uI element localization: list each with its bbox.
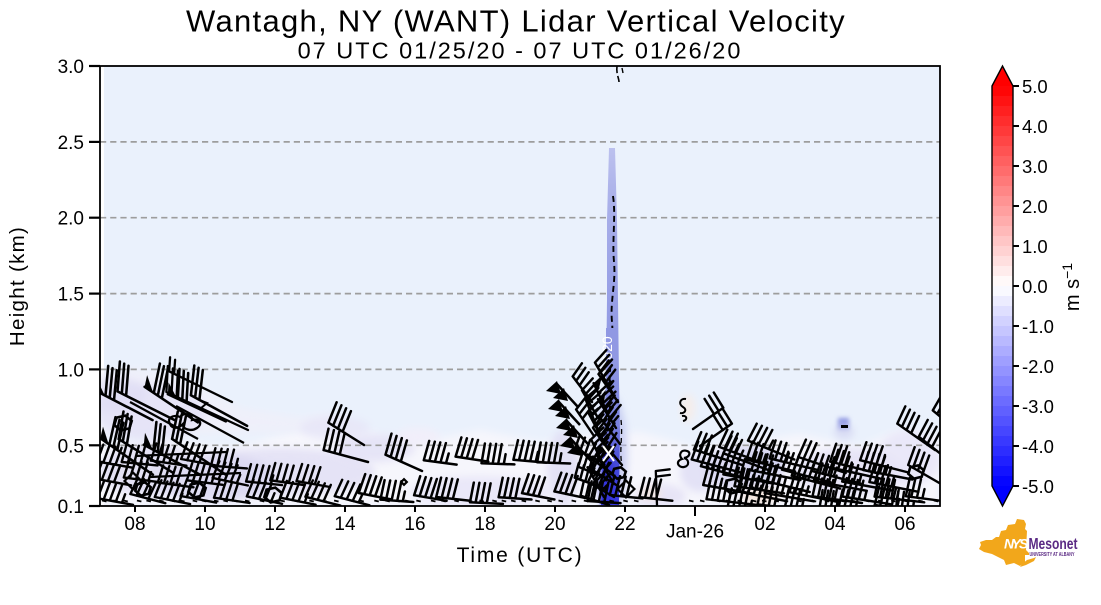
svg-text:UNIVERSITY AT ALBANY: UNIVERSITY AT ALBANY: [1030, 552, 1075, 558]
svg-text:-4.0: -4.0: [1022, 436, 1054, 457]
svg-text:14: 14: [334, 514, 356, 535]
svg-text:2.5: 2.5: [58, 133, 84, 154]
svg-text:-2.0: -2.0: [1022, 356, 1054, 377]
svg-text:Jan-26: Jan-26: [666, 522, 724, 543]
svg-text:22: 22: [614, 514, 635, 535]
svg-text:12: 12: [264, 514, 285, 535]
svg-text:2.0: 2.0: [58, 209, 84, 230]
svg-text:0.1: 0.1: [58, 497, 84, 518]
svg-text:3.0: 3.0: [58, 57, 84, 78]
svg-text:0.5: 0.5: [58, 436, 84, 457]
svg-text:S: S: [1019, 536, 1029, 552]
svg-text:10: 10: [194, 514, 215, 535]
svg-text:-5.0: -5.0: [1022, 476, 1054, 497]
svg-text:Y: Y: [1012, 536, 1023, 552]
svg-text:1.5: 1.5: [58, 285, 84, 306]
svg-text:2.0: 2.0: [1022, 196, 1048, 217]
svg-text:08: 08: [124, 514, 145, 535]
svg-text:3.0: 3.0: [1022, 156, 1048, 177]
svg-text:16: 16: [404, 514, 425, 535]
svg-text:4.0: 4.0: [1022, 116, 1048, 137]
svg-text:-1.0: -1.0: [1022, 316, 1054, 337]
svg-text:Time (UTC): Time (UTC): [457, 544, 584, 567]
svg-text:0.0: 0.0: [1022, 276, 1048, 297]
svg-text:04: 04: [824, 514, 846, 535]
svg-text:-3.0: -3.0: [1022, 396, 1054, 417]
svg-text:N: N: [1004, 536, 1015, 552]
svg-text:18: 18: [474, 514, 495, 535]
svg-text:06: 06: [894, 514, 915, 535]
svg-text:20: 20: [544, 514, 565, 535]
svg-text:Wantagh, NY (WANT) Lidar Verti: Wantagh, NY (WANT) Lidar Vertical Veloci…: [186, 4, 846, 39]
svg-text:07 UTC 01/25/20 - 07 UTC 01/26: 07 UTC 01/25/20 - 07 UTC 01/26/20: [298, 38, 743, 64]
svg-text:Height (km): Height (km): [6, 226, 29, 346]
svg-text:Mesonet: Mesonet: [1029, 536, 1078, 553]
svg-text:5.0: 5.0: [1022, 76, 1048, 97]
svg-text:1.0: 1.0: [58, 360, 84, 381]
svg-text:1.0: 1.0: [1022, 236, 1048, 257]
svg-text:02: 02: [754, 514, 775, 535]
